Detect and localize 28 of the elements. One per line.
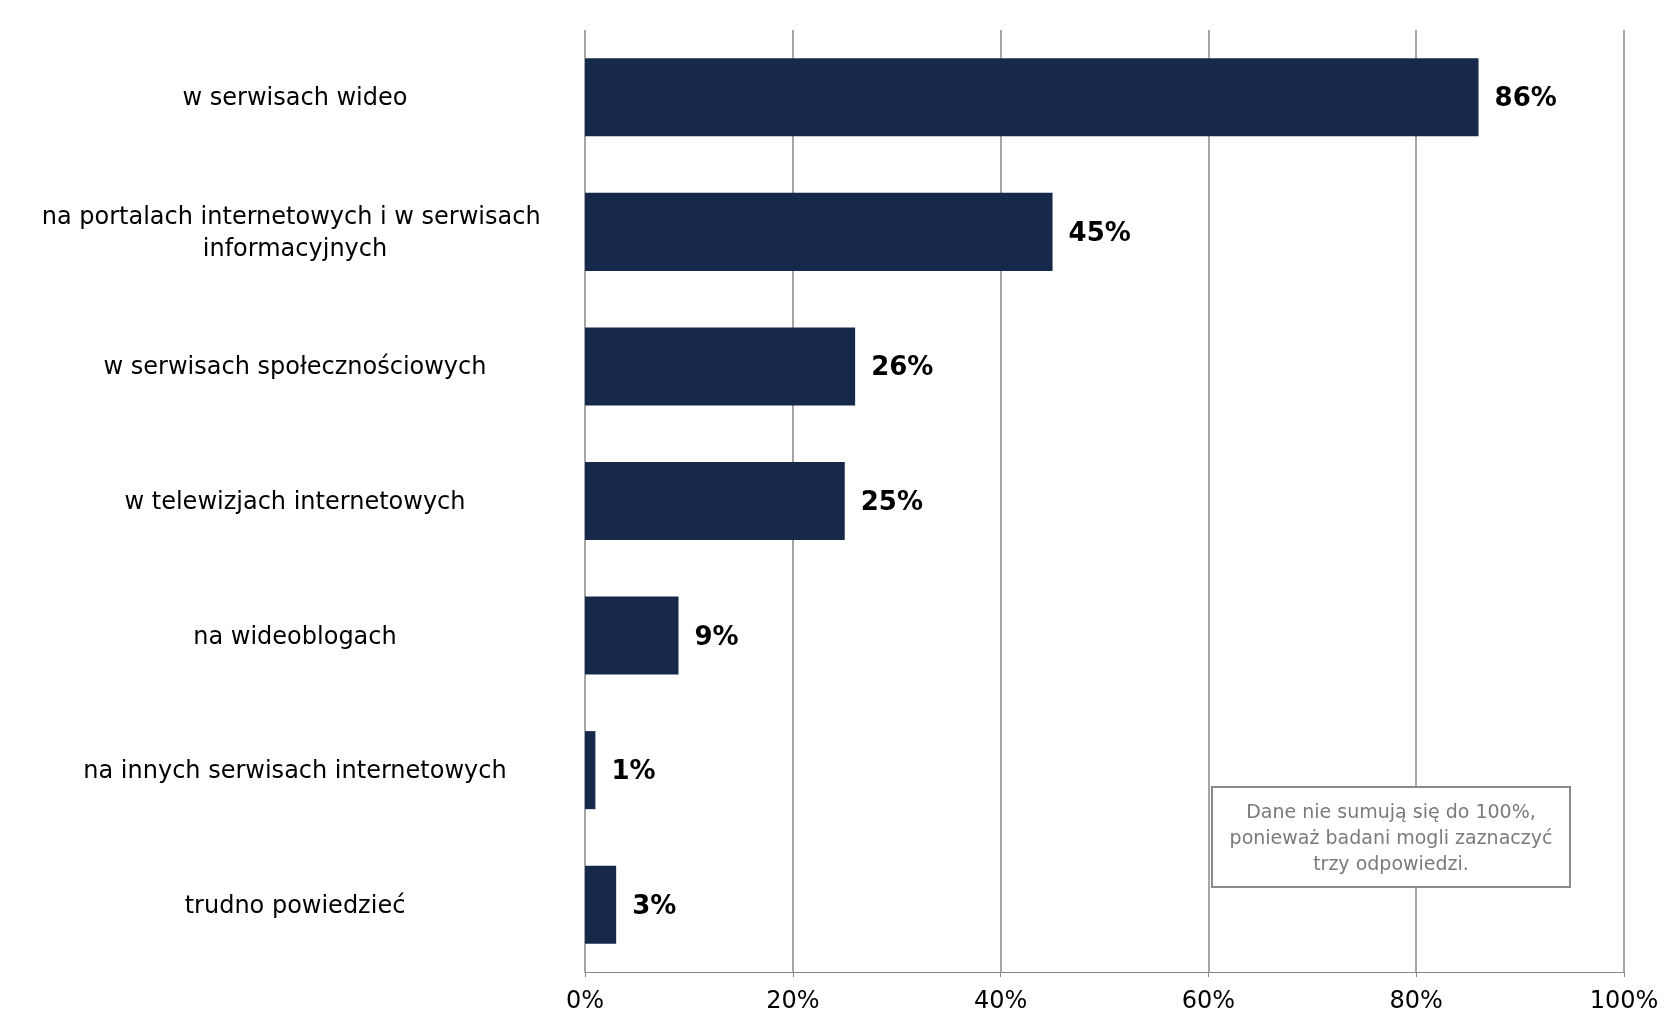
bar [585,865,617,944]
annotation: Dane nie sumują się do 100%, ponieważ badani mogli zaznaczyć trzy odpowiedzi. [1211,786,1571,888]
x-tick-label: 100% [1589,986,1659,1014]
data-label: 25% [860,486,923,516]
bar [585,192,1053,271]
y-tick-label: na innych serwisach internetowych [83,756,507,785]
bar [585,596,679,675]
bar [585,327,856,406]
y-tick-label: na wideoblogach [193,621,397,650]
y-tick-label: w telewizjach internetowych [124,487,466,515]
data-label: 86% [1494,82,1557,113]
bar [585,731,596,810]
bar [585,58,1479,137]
y-tick-label: trudno powiedzieć [184,890,406,919]
data-label: 45% [1068,216,1131,247]
data-label: 3% [632,889,677,920]
x-tick-label: 40% [973,986,1028,1014]
data-label: 9% [694,620,739,651]
y-tick-label: w serwisach społecznościowych [103,352,487,381]
data-label: 1% [611,755,656,786]
x-tick-label: 80% [1389,986,1443,1014]
data-label: 26% [871,351,934,382]
bar [585,461,845,541]
x-tick-label: 0% [565,986,605,1014]
y-tick-label: w serwisach wideo [182,83,408,112]
y-tick-label: na portalach internetowych i w serwisach informacyjnych [41,201,549,262]
x-tick-label: 60% [1181,986,1236,1014]
x-tick-label: 20% [766,986,820,1014]
